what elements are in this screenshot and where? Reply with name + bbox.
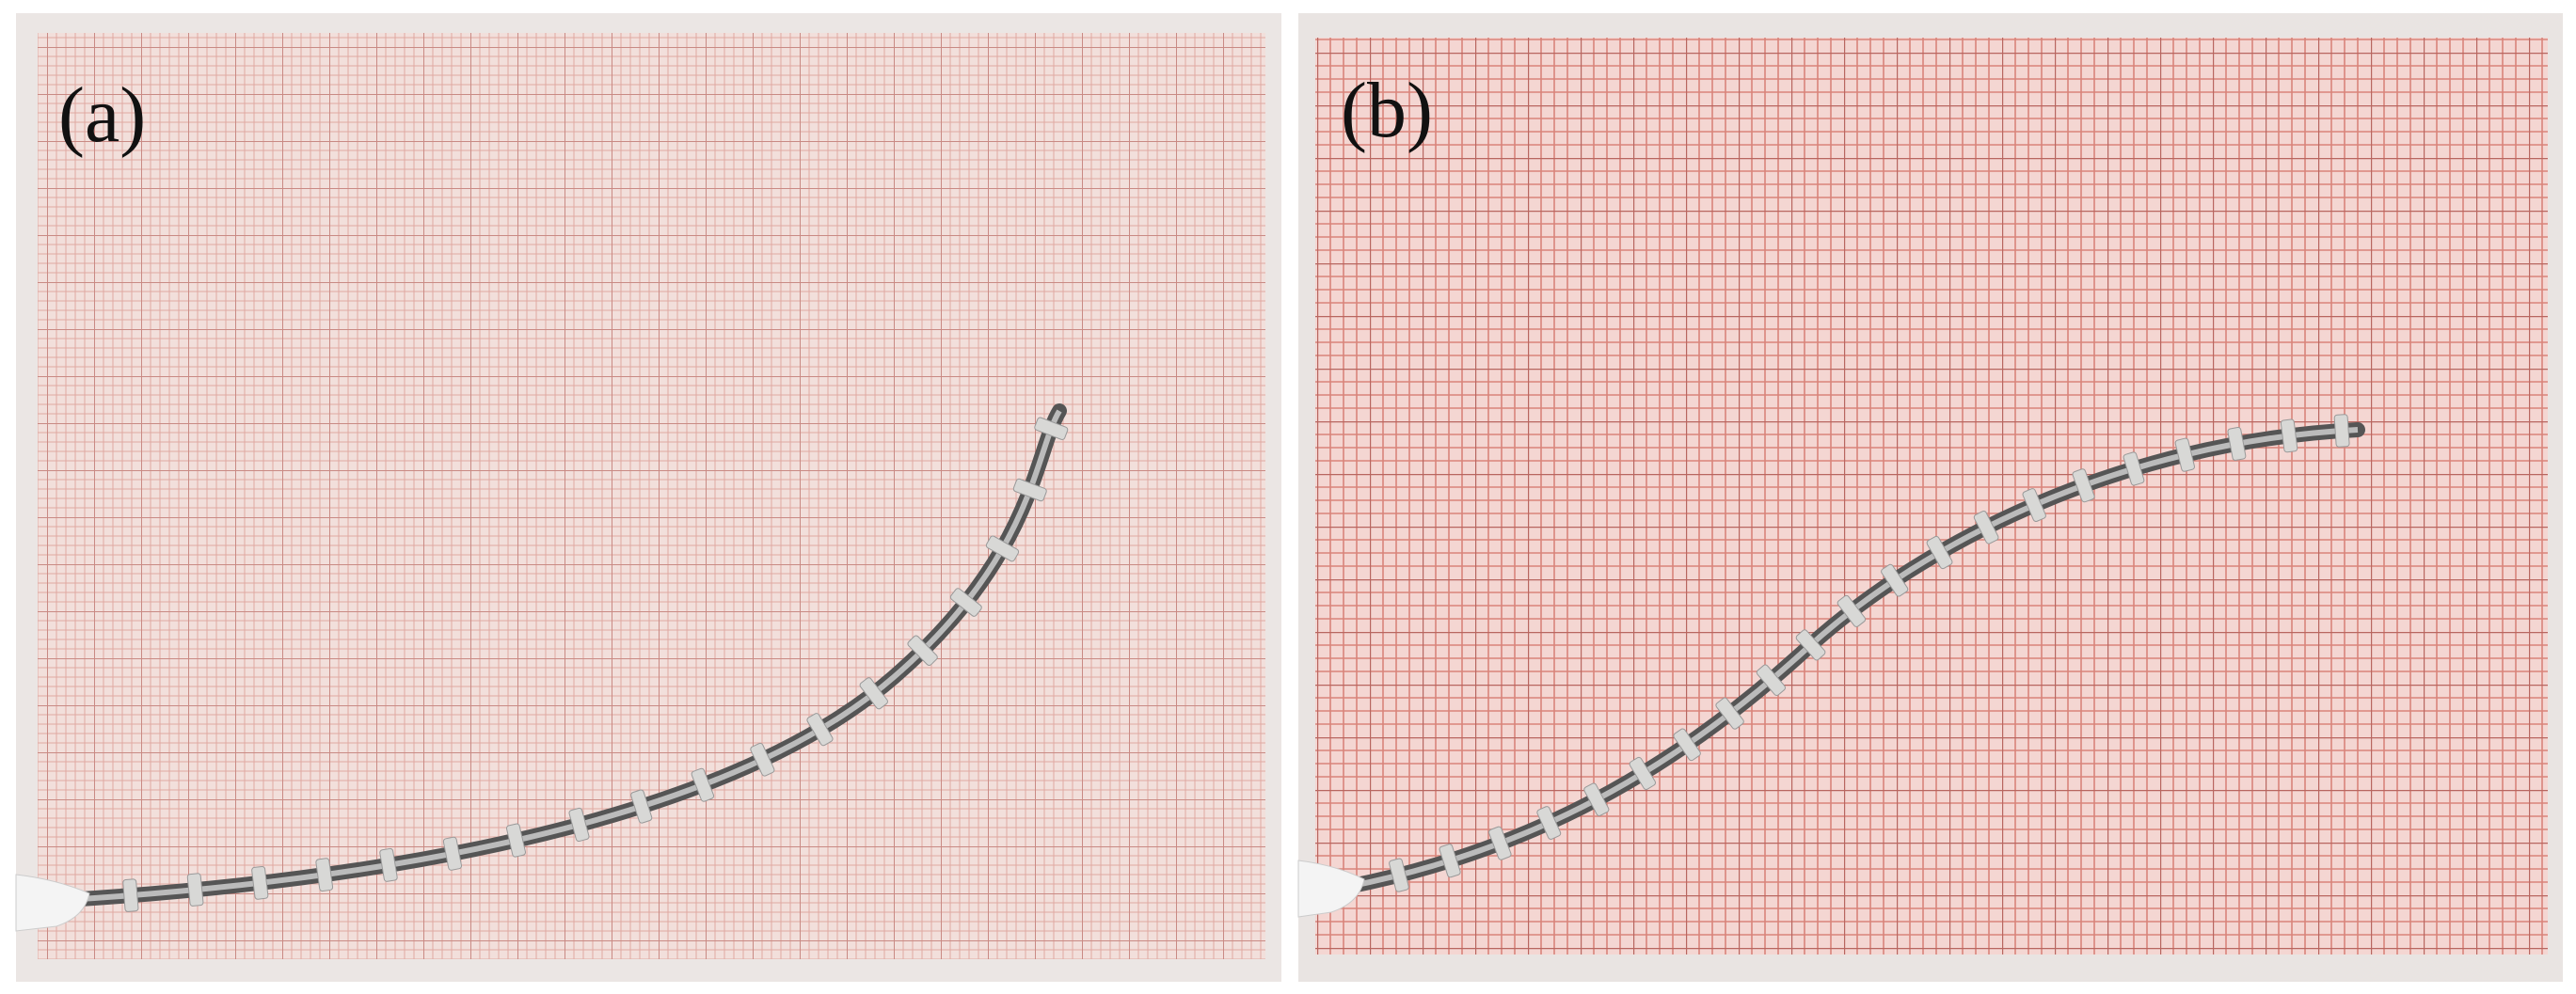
- ring: [2174, 437, 2196, 472]
- ring: [442, 836, 463, 871]
- ring: [1881, 563, 1909, 597]
- ring: [1629, 756, 1657, 790]
- ring: [1034, 417, 1069, 440]
- ring: [1583, 782, 1610, 816]
- ring: [2123, 451, 2145, 486]
- ring: [1715, 697, 1744, 730]
- ring: [1926, 535, 1953, 570]
- ring: [186, 873, 204, 907]
- ring: [568, 807, 590, 843]
- ring: [505, 823, 527, 858]
- graph-paper: [38, 33, 1265, 959]
- holder: [15, 874, 90, 932]
- ring: [315, 858, 334, 892]
- graph-paper: [1315, 38, 2548, 955]
- ring: [2227, 426, 2247, 461]
- ring: [122, 878, 139, 912]
- ring: [1837, 594, 1867, 627]
- ring: [750, 742, 775, 777]
- ring: [1488, 826, 1512, 860]
- ring: [859, 677, 888, 710]
- panel-b: (b): [1297, 13, 2563, 982]
- ring: [1536, 806, 1562, 840]
- ring: [1673, 728, 1701, 762]
- ring: [985, 535, 1020, 562]
- ring: [379, 847, 398, 882]
- ring: [2280, 418, 2298, 453]
- ring: [2022, 488, 2046, 522]
- ring: [1756, 664, 1787, 696]
- holder: [1297, 860, 1365, 918]
- ring: [1389, 858, 1409, 892]
- ring: [1012, 478, 1047, 502]
- ring: [1439, 844, 1461, 878]
- ring: [630, 789, 653, 824]
- panel-a: (a): [15, 13, 1281, 982]
- ring: [1973, 510, 1999, 544]
- ring: [2072, 468, 2095, 503]
- ring: [949, 588, 982, 617]
- panel-label: (a): [58, 71, 146, 159]
- ring: [806, 713, 834, 747]
- panel-label: (b): [1341, 67, 1433, 154]
- ring: [2333, 414, 2350, 448]
- ring: [907, 635, 938, 667]
- ring: [251, 865, 269, 900]
- ring: [691, 767, 715, 802]
- ring: [1795, 629, 1826, 661]
